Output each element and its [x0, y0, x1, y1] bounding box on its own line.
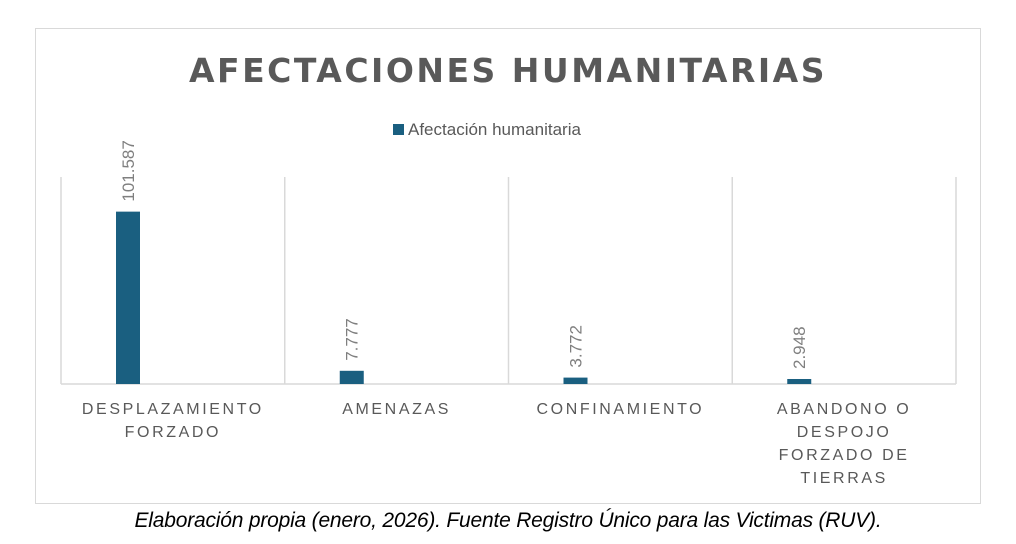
data-label: 2.948 — [790, 326, 809, 369]
bar — [563, 377, 588, 384]
legend-swatch — [393, 124, 404, 135]
bar — [787, 378, 812, 384]
legend-label: Afectación humanitaria — [408, 120, 581, 139]
category-label: DESPLAZAMIENTO — [82, 401, 264, 418]
category-label: TIERRAS — [800, 470, 888, 487]
category-label: CONFINAMIENTO — [537, 401, 705, 418]
category-label: FORZADO — [125, 424, 221, 441]
category-label: DESPOJO — [797, 424, 892, 441]
bar — [116, 211, 140, 384]
data-label: 7.777 — [343, 318, 362, 361]
category-label: AMENAZAS — [342, 401, 451, 418]
bar — [339, 370, 364, 384]
data-label: 101.587 — [119, 140, 138, 201]
figure-caption: Elaboración propia (enero, 2026). Fuente… — [134, 509, 882, 532]
category-label: FORZADO DE — [779, 447, 910, 464]
chart-title: AFECTACIONES HUMANITARIAS — [189, 51, 827, 90]
category-label: ABANDONO O — [777, 401, 911, 418]
data-label: 3.772 — [567, 325, 586, 368]
